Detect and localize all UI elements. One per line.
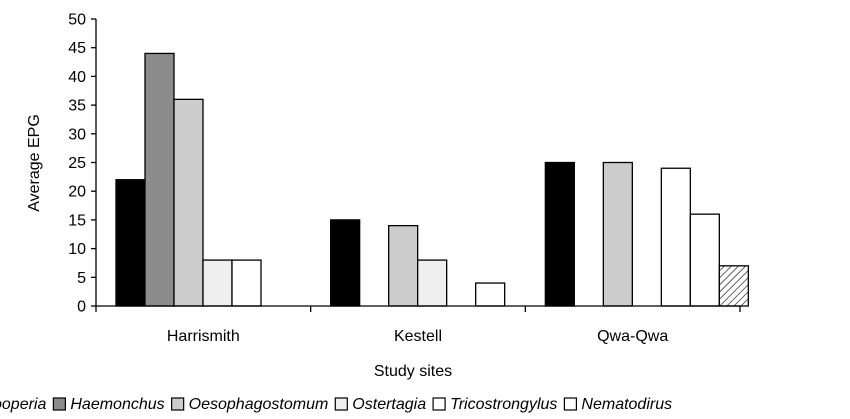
x-tick-labels: Harrismith Kestell Qwa-Qwa	[167, 328, 668, 345]
bar-harrismith-haemonchus	[144, 52, 175, 307]
legend-label-ostertagia: Ostertagia	[352, 396, 426, 413]
y-tick-label-30: 30	[68, 126, 86, 143]
legend-label-nematodirus: Nematodirus	[581, 396, 672, 413]
legend-swatch-tricostrongylus	[432, 397, 446, 411]
x-axis-title: Study sites	[374, 363, 452, 380]
bar-qwa-qwa-nematodirus	[689, 213, 720, 307]
bar-qwa-qwa-trichuris	[718, 265, 749, 307]
y-tick-label-0: 0	[77, 299, 86, 316]
legend-swatch-haemonchus	[52, 397, 66, 411]
bar-harrismith-tricostrongylus	[231, 259, 262, 307]
y-tick-label-20: 20	[68, 184, 86, 201]
x-tick-label-kestell: Kestell	[394, 328, 442, 345]
legend-label-tricostrongylus: Tricostrongylus	[450, 396, 557, 413]
legend-swatch-ostertagia	[334, 397, 348, 411]
x-tick-label-qwa-qwa: Qwa-Qwa	[597, 328, 668, 345]
bar-harrismith-oesophagostomum	[173, 98, 204, 307]
y-tick-labels: 0 5 10 15 20 25 30 35 40 45 50	[68, 12, 86, 316]
bar-kestell-nematodirus	[475, 282, 506, 307]
bar-harrismith-cooperia	[115, 179, 146, 307]
bar-qwa-qwa-oesophagostomum	[602, 161, 633, 307]
legend: ooperia Haemonchus Oesophagostomum Ostertag…	[0, 396, 672, 413]
legend-swatch-oesophagostomum	[171, 397, 185, 411]
y-tick-label-40: 40	[68, 69, 86, 86]
y-tick-label-25: 25	[68, 155, 86, 172]
bar-qwa-qwa-tricostrongylus	[660, 167, 691, 307]
legend-label-oesophagostomum: Oesophagostomum	[189, 396, 329, 413]
bar-kestell-oesophagostomum	[388, 224, 419, 307]
axes-group	[91, 18, 741, 312]
legend-label-cooperia: ooperia	[0, 396, 46, 413]
bar-qwa-qwa-cooperia	[544, 161, 575, 307]
y-tick-label-35: 35	[68, 98, 86, 115]
legend-swatch-nematodirus	[563, 397, 578, 411]
bar-harrismith-ostertagia	[202, 259, 233, 307]
bar-kestell-cooperia	[330, 219, 361, 307]
y-tick-label-45: 45	[68, 40, 86, 57]
y-axis-title: Average EPG	[26, 114, 43, 212]
y-tick-label-5: 5	[77, 270, 86, 287]
bar-kestell-ostertagia	[417, 259, 448, 307]
legend-label-haemonchus: Haemonchus	[70, 396, 164, 413]
x-tick-label-harrismith: Harrismith	[167, 328, 240, 345]
bars-group	[115, 52, 749, 307]
y-tick-label-10: 10	[68, 241, 86, 258]
y-tick-label-50: 50	[68, 12, 86, 29]
y-tick-label-15: 15	[68, 212, 86, 229]
